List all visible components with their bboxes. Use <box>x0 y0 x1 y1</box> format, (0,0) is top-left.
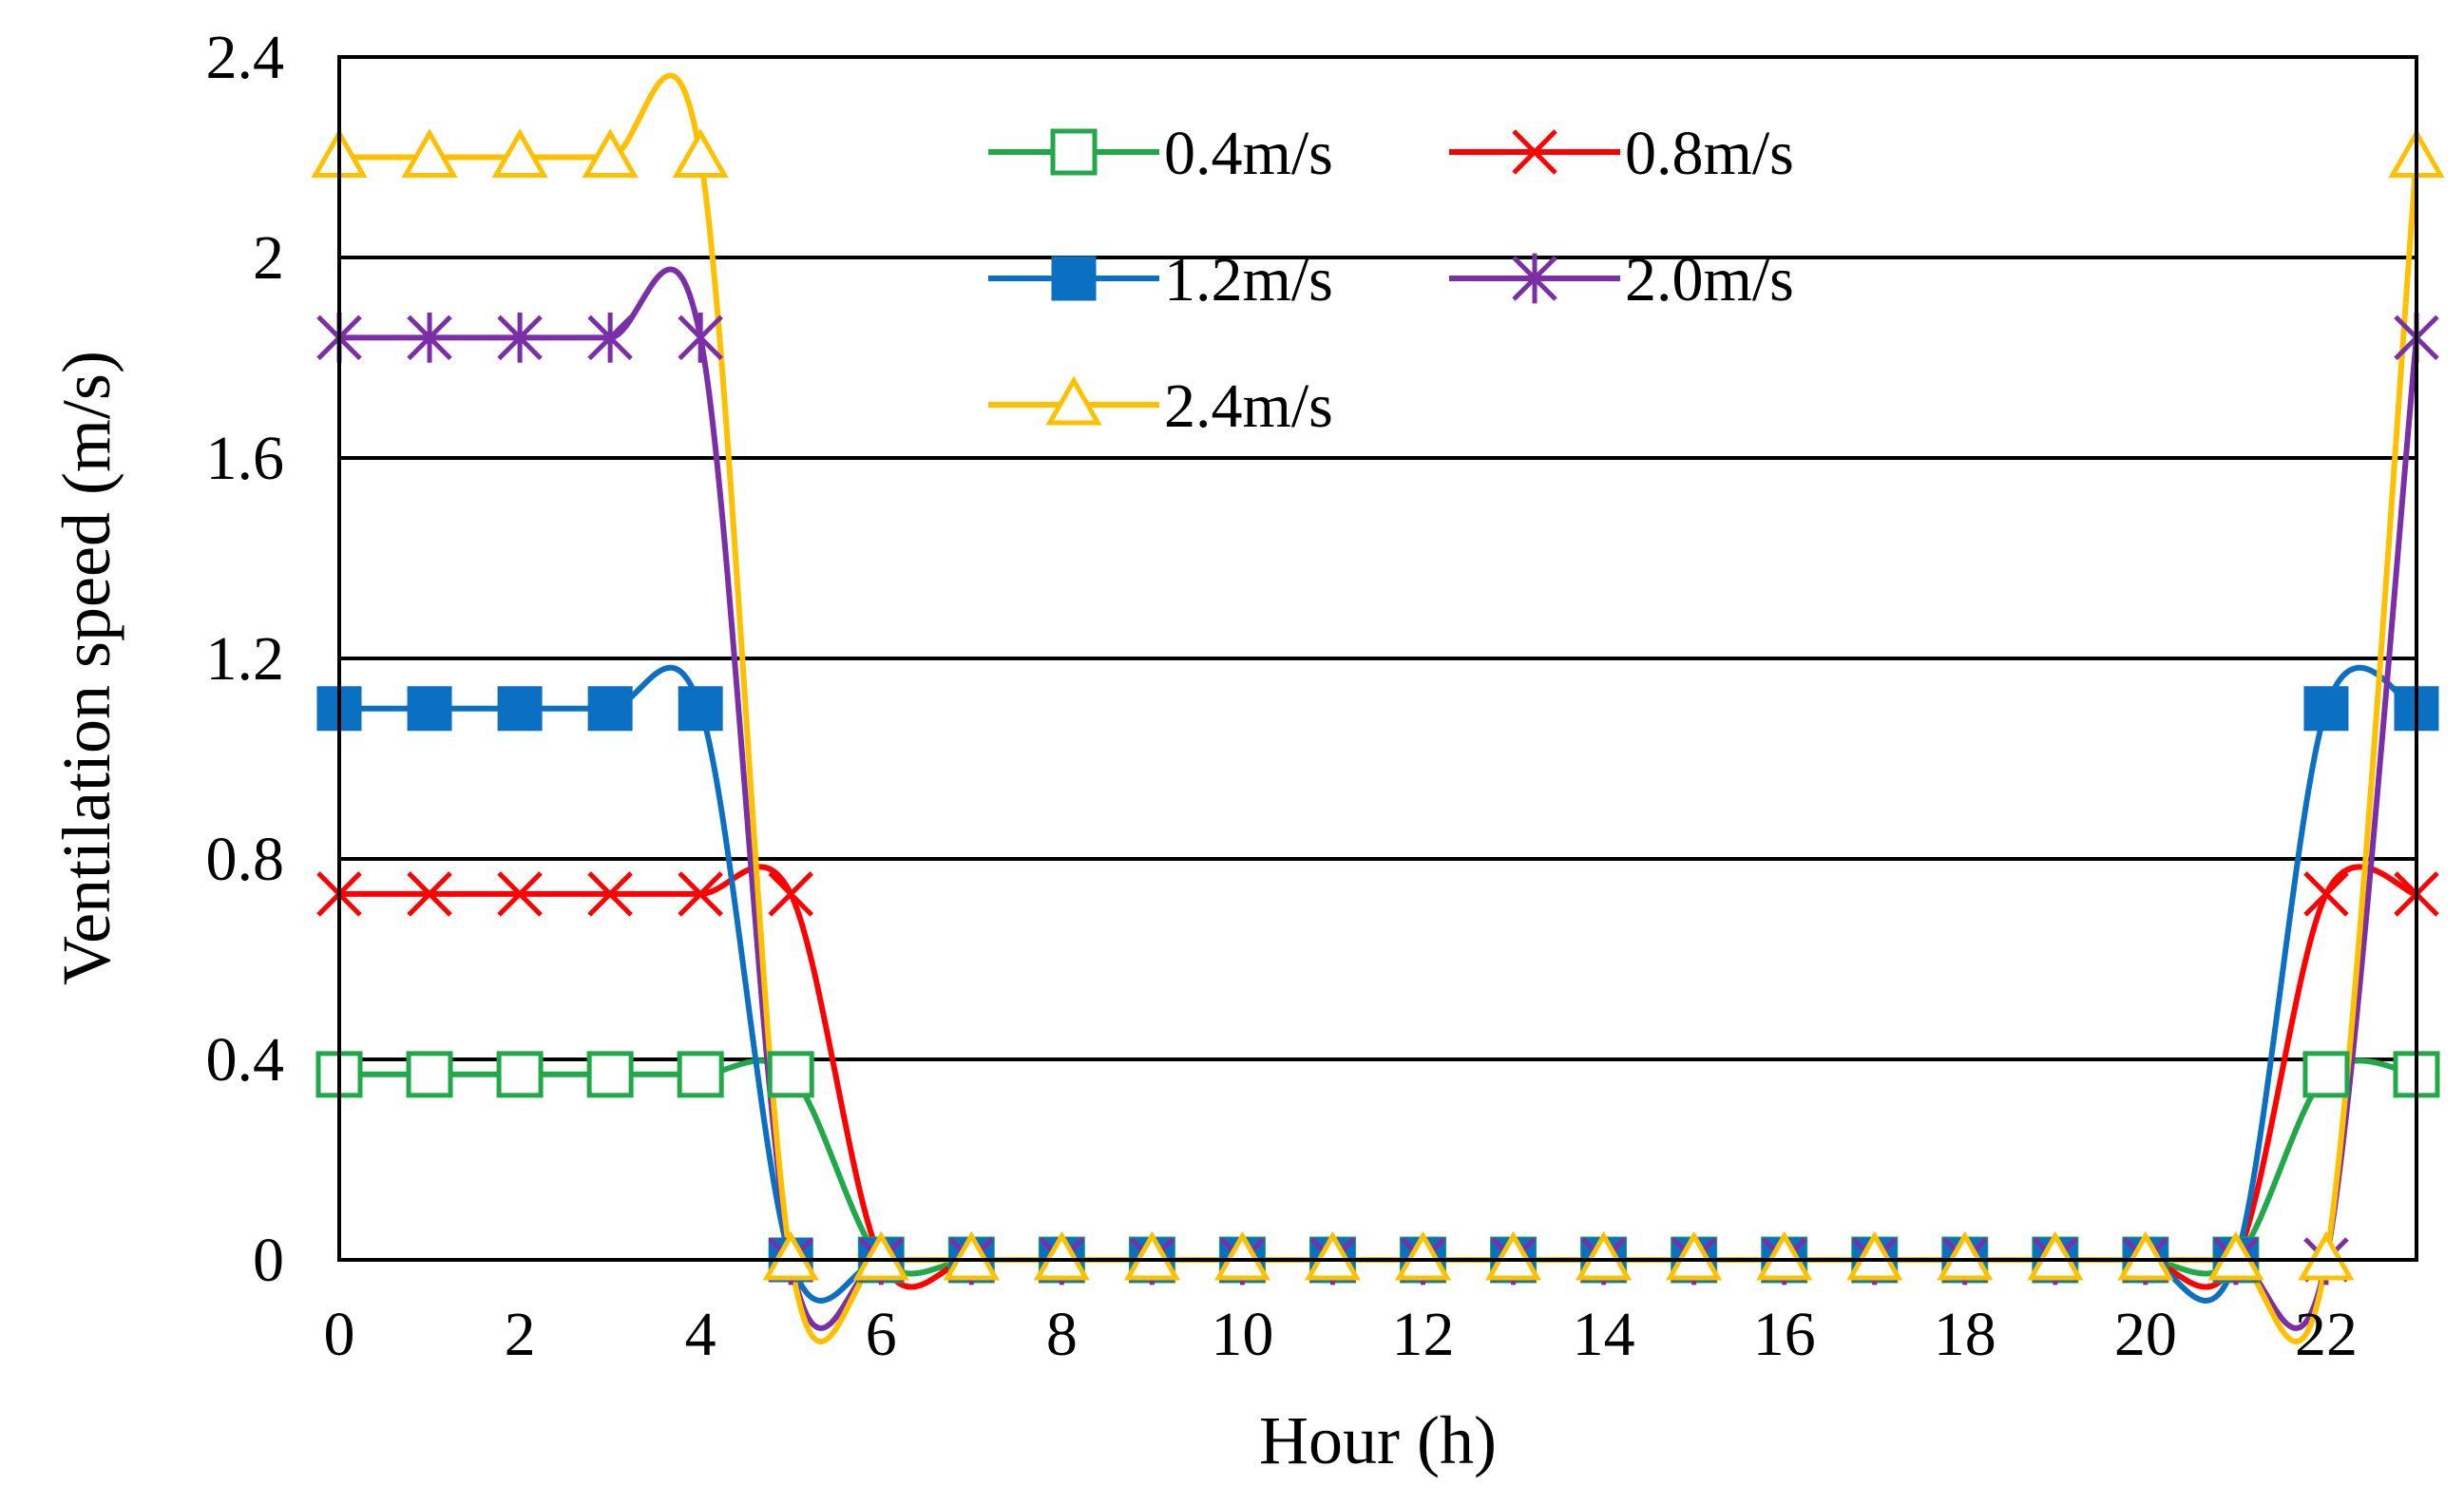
data-point-series-4 <box>1213 1230 1271 1281</box>
legend-entry: 1.2m/s <box>988 245 1333 314</box>
x-tick-label: 16 <box>1753 1300 1816 1369</box>
legend-label: 0.8m/s <box>1625 119 1794 188</box>
data-point-series-2 <box>678 686 723 732</box>
y-tick-label: 1.2 <box>206 624 285 694</box>
data-point-series-2 <box>2303 686 2349 732</box>
data-point-series-4 <box>2117 1230 2174 1281</box>
data-point-series-4 <box>1576 1230 1633 1281</box>
legend-entry: 2.0m/s <box>1449 245 1794 314</box>
data-point-series-3 <box>678 313 723 363</box>
data-point-series-4 <box>762 1230 819 1281</box>
data-point-series-4 <box>852 1230 909 1281</box>
data-point-series-1 <box>407 871 452 917</box>
y-tick-label: 1.6 <box>206 424 285 493</box>
data-point-series-0 <box>586 1051 634 1098</box>
data-point-series-1 <box>2303 871 2349 917</box>
x-axis-title: Hour (h) <box>1259 1402 1497 1478</box>
data-point-series-4 <box>1666 1230 1723 1281</box>
data-point-series-4 <box>2207 1230 2264 1281</box>
data-point-series-1 <box>768 871 813 917</box>
y-tick-label: 0.4 <box>206 1025 285 1095</box>
data-point-series-0 <box>406 1051 453 1098</box>
data-point-series-3 <box>407 313 452 363</box>
legend-label: 2.4m/s <box>1164 371 1333 441</box>
legend-label: 0.4m/s <box>1164 119 1333 188</box>
y-tick-label: 0.8 <box>206 825 285 894</box>
legend-label: 1.2m/s <box>1164 245 1333 314</box>
x-tick-label: 14 <box>1573 1300 1635 1369</box>
legend-marker <box>1512 129 1557 175</box>
data-point-series-4 <box>2027 1230 2084 1281</box>
data-point-series-4 <box>943 1230 1000 1281</box>
x-tick-label: 6 <box>866 1300 897 1369</box>
data-point-series-4 <box>1846 1230 1903 1281</box>
x-axis-ticks: 0 2 4 6 8 10 12 14 16 18 20 22 <box>324 1300 2358 1369</box>
x-tick-label: 8 <box>1046 1300 1078 1369</box>
data-point-series-4 <box>1937 1230 1994 1281</box>
legend-entry: 2.4m/s <box>988 371 1333 441</box>
y-tick-label: 2 <box>253 223 284 293</box>
data-point-series-1 <box>678 871 723 917</box>
x-tick-label: 12 <box>1392 1300 1455 1369</box>
legend-marker <box>1051 256 1097 301</box>
data-point-series-4 <box>1304 1230 1362 1281</box>
data-point-series-4 <box>1123 1230 1180 1281</box>
x-tick-label: 22 <box>2295 1300 2358 1369</box>
x-tick-label: 0 <box>324 1300 355 1369</box>
data-point-series-2 <box>587 686 633 732</box>
legend-entry: 0.4m/s <box>988 119 1333 188</box>
legend-marker <box>1045 375 1102 426</box>
data-point-series-4 <box>672 128 729 178</box>
data-point-series-0 <box>767 1051 814 1098</box>
data-point-series-4 <box>1394 1230 1452 1281</box>
data-point-series-4 <box>1484 1230 1542 1281</box>
legend-label: 2.0m/s <box>1625 245 1794 314</box>
y-tick-label: 2.4 <box>206 23 285 92</box>
data-point-series-2 <box>407 686 452 732</box>
data-point-series-3 <box>587 313 633 363</box>
data-point-series-2 <box>497 686 543 732</box>
x-tick-label: 2 <box>505 1300 536 1369</box>
plot-area-frame <box>337 55 2418 1262</box>
y-axis-ticks: 0 0.4 0.8 1.2 1.6 2 2.4 <box>206 23 285 1295</box>
data-point-series-0 <box>496 1051 544 1098</box>
legend-marker <box>1050 128 1098 176</box>
data-point-series-4 <box>1756 1230 1813 1281</box>
data-point-series-4 <box>1033 1230 1090 1281</box>
data-point-series-4 <box>2298 1230 2355 1281</box>
data-point-series-4 <box>491 128 548 178</box>
data-point-series-4 <box>582 128 639 178</box>
legend-marker <box>1512 253 1557 304</box>
legend-entry: 0.8m/s <box>1449 119 1794 188</box>
x-tick-label: 4 <box>685 1300 716 1369</box>
data-point-series-1 <box>587 871 633 917</box>
x-tick-label: 10 <box>1211 1300 1273 1369</box>
data-point-series-3 <box>497 313 543 363</box>
x-tick-label: 20 <box>2114 1300 2177 1369</box>
y-axis-title: Ventilation speed (m/s) <box>48 351 124 985</box>
data-point-series-0 <box>677 1051 724 1098</box>
data-point-series-0 <box>2302 1051 2350 1098</box>
data-point-series-4 <box>401 128 458 178</box>
y-tick-label: 0 <box>253 1226 284 1295</box>
data-point-series-1 <box>497 871 543 917</box>
legend: 0.4m/s 0.8m/s 1.2m/s 2.0m/s 2.4m/s <box>988 119 1794 441</box>
x-tick-label: 18 <box>1934 1300 1996 1369</box>
